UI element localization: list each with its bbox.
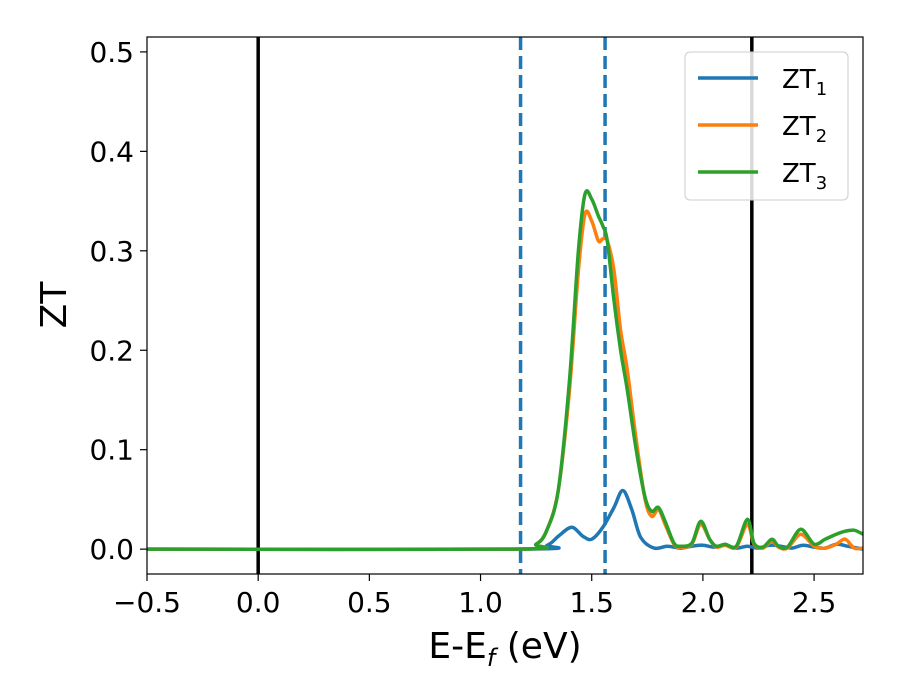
x-tick-label: −0.5 [113, 586, 181, 619]
vertical-reference-lines [256, 37, 754, 574]
y-tick-label: 0.1 [89, 434, 134, 467]
legend-label-1: ZT1 [782, 65, 827, 100]
x-axis-ticks: −0.5 0.0 0.5 1.0 1.5 2.0 2.5 [113, 574, 836, 619]
x-tick-label: 2.5 [792, 586, 837, 619]
x-axis-label: E-Ef (eV) [428, 626, 581, 672]
x-tick-label: 1.0 [458, 586, 503, 619]
x-tick-label: 1.5 [569, 586, 614, 619]
legend-box [684, 51, 849, 201]
y-tick-label: 0.0 [89, 533, 134, 566]
legend-label-3: ZT3 [782, 159, 827, 194]
y-axis-label: ZT [34, 281, 75, 329]
y-tick-label: 0.2 [89, 334, 134, 367]
y-axis-ticks: 0.0 0.1 0.2 0.3 0.4 0.5 [89, 36, 147, 566]
series-lines [147, 189, 863, 552]
series-line-2 [147, 209, 863, 552]
legend-label-2: ZT2 [782, 112, 827, 147]
x-tick-label: 0.5 [347, 586, 392, 619]
x-tick-label: 0.0 [236, 586, 281, 619]
y-tick-label: 0.3 [89, 235, 134, 268]
x-tick-label: 2.0 [681, 586, 726, 619]
series-line-1 [147, 488, 863, 552]
y-tick-label: 0.4 [89, 135, 134, 168]
plot-frame [146, 36, 864, 575]
y-tick-label: 0.5 [89, 36, 134, 69]
legend: ZT1 ZT2 ZT3 [684, 51, 849, 201]
series-line-3 [147, 189, 863, 552]
